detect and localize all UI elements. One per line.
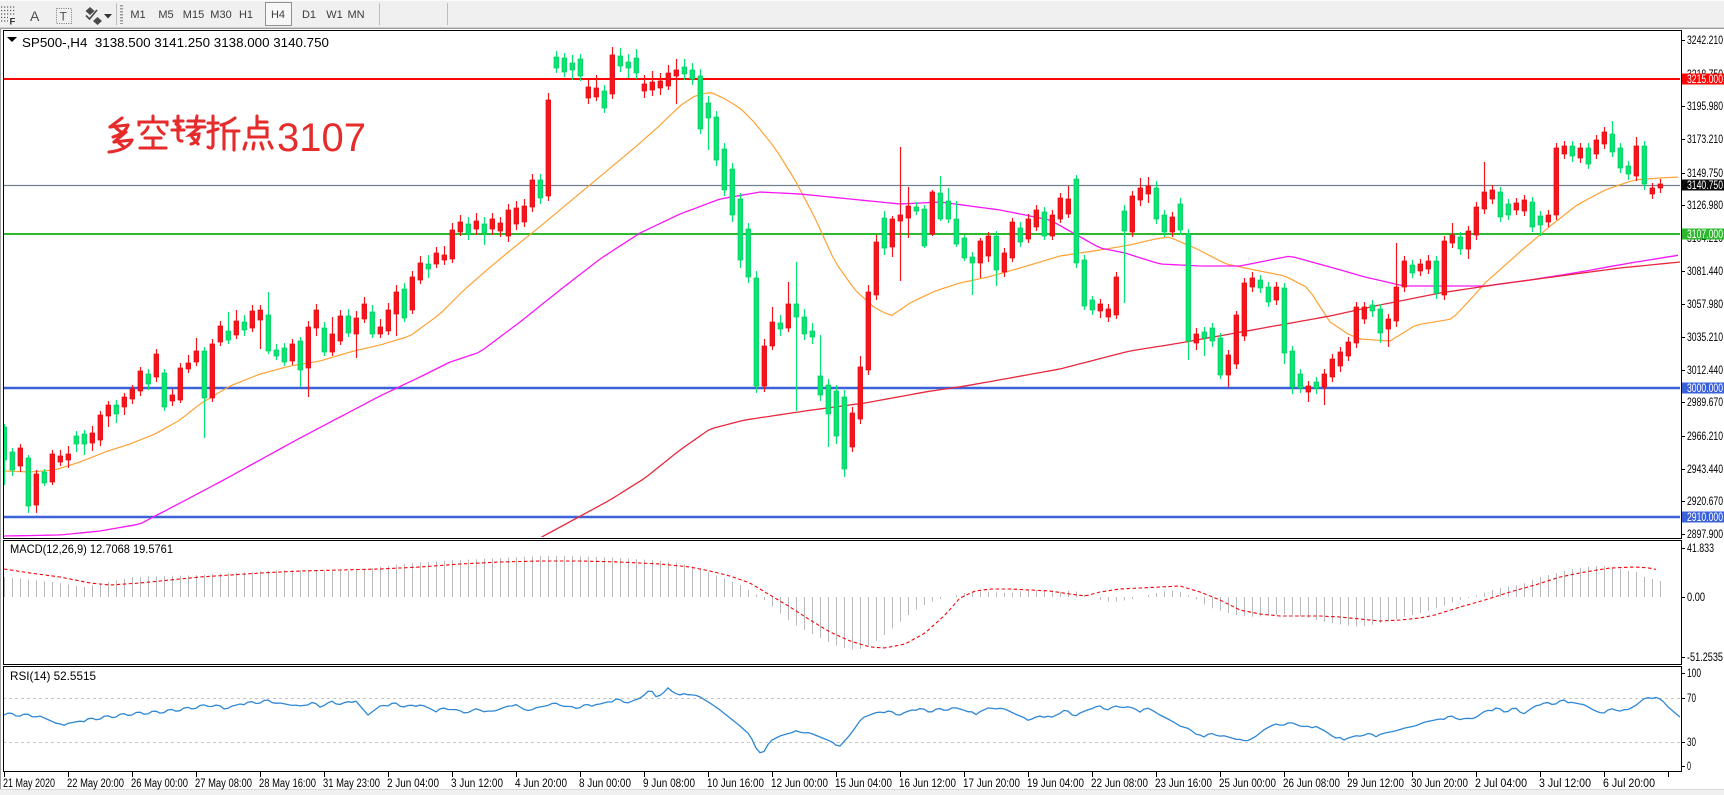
svg-text:T: T (60, 10, 68, 24)
svg-text:3126.980: 3126.980 (1687, 200, 1723, 212)
svg-text:MN: MN (347, 9, 364, 21)
svg-text:3107.000: 3107.000 (1687, 229, 1723, 241)
svg-text:3012.440: 3012.440 (1687, 365, 1723, 377)
svg-text:3140.750: 3140.750 (1687, 180, 1723, 192)
svg-text:3057.980: 3057.980 (1687, 299, 1723, 311)
svg-text:3000.000: 3000.000 (1687, 383, 1723, 395)
svg-text:3 Jun 12:00: 3 Jun 12:00 (451, 778, 503, 790)
svg-text:2989.670: 2989.670 (1687, 397, 1723, 409)
svg-text:26 Jun 08:00: 26 Jun 08:00 (1283, 778, 1340, 790)
svg-text:25 Jun 00:00: 25 Jun 00:00 (1219, 778, 1276, 790)
svg-text:3081.440: 3081.440 (1687, 266, 1723, 278)
svg-text:26 May 00:00: 26 May 00:00 (131, 778, 188, 790)
svg-text:3035.210: 3035.210 (1687, 332, 1723, 344)
svg-text:16 Jun 12:00: 16 Jun 12:00 (899, 778, 956, 790)
svg-text:8 Jun 00:00: 8 Jun 00:00 (579, 778, 631, 790)
svg-text:2 Jul 04:00: 2 Jul 04:00 (1475, 778, 1527, 790)
svg-text:M30: M30 (210, 9, 231, 21)
svg-text:D1: D1 (302, 9, 316, 21)
svg-text:-51.2535: -51.2535 (1687, 652, 1723, 664)
svg-text:M1: M1 (130, 9, 145, 21)
svg-text:3215.000: 3215.000 (1687, 74, 1723, 86)
svg-text:2966.210: 2966.210 (1687, 431, 1723, 443)
svg-text:3 Jul 12:00: 3 Jul 12:00 (1539, 778, 1591, 790)
svg-text:M15: M15 (183, 9, 204, 21)
svg-text:100: 100 (1687, 668, 1701, 680)
svg-text:0.00: 0.00 (1687, 592, 1705, 604)
svg-text:27 May 08:00: 27 May 08:00 (195, 778, 252, 790)
svg-text:2920.670: 2920.670 (1687, 496, 1723, 508)
svg-text:2897.900: 2897.900 (1687, 529, 1723, 541)
svg-text:22 May 20:00: 22 May 20:00 (67, 778, 124, 790)
svg-text:M5: M5 (158, 9, 173, 21)
svg-text:H1: H1 (239, 9, 253, 21)
svg-text:W1: W1 (326, 9, 343, 21)
svg-text:0: 0 (1687, 761, 1691, 773)
svg-text:3149.750: 3149.750 (1687, 168, 1723, 180)
svg-text:23 Jun 16:00: 23 Jun 16:00 (1155, 778, 1212, 790)
svg-text:MACD(12,26,9) 12.7068 19.5761: MACD(12,26,9) 12.7068 19.5761 (10, 542, 173, 556)
svg-text:2910.000: 2910.000 (1687, 512, 1723, 524)
svg-text:H4: H4 (271, 9, 285, 21)
svg-text:21 May 2020: 21 May 2020 (3, 778, 55, 790)
svg-text:4 Jun 20:00: 4 Jun 20:00 (515, 778, 567, 790)
svg-text:29 Jun 12:00: 29 Jun 12:00 (1347, 778, 1404, 790)
svg-text:2 Jun 04:00: 2 Jun 04:00 (387, 778, 439, 790)
svg-text:3195.980: 3195.980 (1687, 101, 1723, 113)
svg-text:A: A (30, 8, 40, 24)
svg-text:30 Jun 20:00: 30 Jun 20:00 (1411, 778, 1468, 790)
svg-text:19 Jun 04:00: 19 Jun 04:00 (1027, 778, 1084, 790)
svg-text:2943.440: 2943.440 (1687, 464, 1723, 476)
svg-text:F: F (10, 17, 16, 28)
svg-text:3173.210: 3173.210 (1687, 134, 1723, 146)
svg-text:15 Jun 04:00: 15 Jun 04:00 (835, 778, 892, 790)
svg-text:28 May 16:00: 28 May 16:00 (259, 778, 316, 790)
svg-text:30: 30 (1687, 737, 1696, 749)
svg-text:41.833: 41.833 (1687, 543, 1714, 555)
svg-text:31 May 23:00: 31 May 23:00 (323, 778, 380, 790)
svg-text:10 Jun 16:00: 10 Jun 16:00 (707, 778, 764, 790)
svg-text:RSI(14) 52.5515: RSI(14) 52.5515 (10, 669, 96, 683)
svg-text:70: 70 (1687, 693, 1696, 705)
svg-text:17 Jun 20:00: 17 Jun 20:00 (963, 778, 1020, 790)
svg-text:6 Jul 20:00: 6 Jul 20:00 (1603, 778, 1655, 790)
svg-text:12 Jun 00:00: 12 Jun 00:00 (771, 778, 828, 790)
svg-text:3107: 3107 (277, 116, 366, 160)
svg-text:SP500-,H4 3138.500 3141.250 3: SP500-,H4 3138.500 3141.250 3138.000 314… (22, 36, 329, 50)
svg-text:9 Jun 08:00: 9 Jun 08:00 (643, 778, 695, 790)
svg-text:22 Jun 08:00: 22 Jun 08:00 (1091, 778, 1148, 790)
svg-text:3242.210: 3242.210 (1687, 35, 1723, 47)
